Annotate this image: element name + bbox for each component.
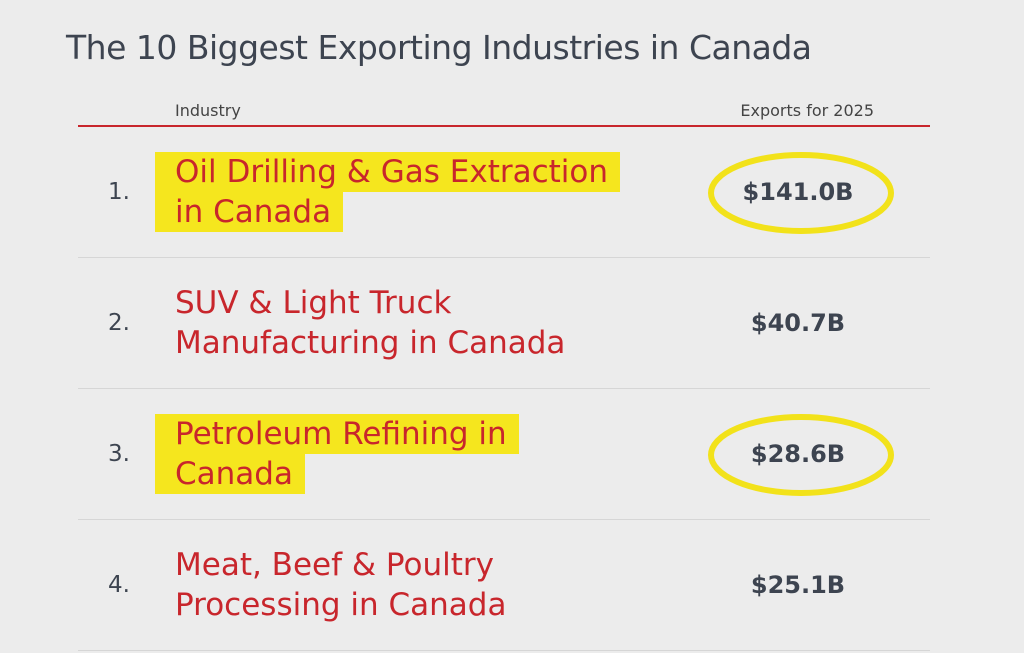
industry-name: Meat, Beef & Poultry Processing in Canada bbox=[175, 545, 518, 625]
table-row: 3. Petroleum Refining in Canada $28.6B bbox=[78, 389, 930, 520]
industry-line: Processing in Canada bbox=[175, 587, 507, 623]
industry-line: SUV & Light Truck bbox=[175, 285, 452, 321]
ring-stroke bbox=[708, 152, 894, 234]
industry-line: Petroleum Refining in bbox=[155, 414, 519, 454]
highlight-ring bbox=[708, 152, 894, 234]
column-header: Industry bbox=[175, 101, 241, 120]
export-value: $40.7B bbox=[750, 309, 846, 337]
rank: 3. bbox=[108, 441, 130, 467]
export-value: $25.1B bbox=[750, 571, 846, 599]
table-row: 1. Oil Drilling & Gas Extraction in Canada… bbox=[78, 127, 930, 258]
rank: 2. bbox=[108, 310, 130, 336]
table-row: 2. SUV & Light Truck Manufacturing in Cana… bbox=[78, 258, 930, 389]
industry-line: in Canada bbox=[155, 192, 344, 232]
industry-name: Petroleum Refining in Canada bbox=[155, 414, 519, 494]
highlight-ring bbox=[708, 414, 894, 496]
table-row: 4. Meat, Beef & Poultry Processing in Cana… bbox=[78, 520, 930, 651]
export-value: $141.0B bbox=[742, 178, 854, 206]
export-value: $28.6B bbox=[750, 440, 846, 468]
column-header: Exports for 2025 bbox=[740, 101, 874, 120]
industry-name: Oil Drilling & Gas Extraction in Canada bbox=[155, 152, 621, 232]
rank: 4. bbox=[108, 572, 130, 598]
industry-line: Meat, Beef & Poultry bbox=[175, 547, 494, 583]
page-title: The 10 Biggest Exporting Industries in C… bbox=[66, 28, 812, 67]
industry-line: Manufacturing in Canada bbox=[175, 325, 566, 361]
industry-line: Oil Drilling & Gas Extraction bbox=[155, 152, 621, 192]
industry-line: Canada bbox=[155, 454, 305, 494]
header-rule bbox=[78, 125, 930, 127]
rank: 1. bbox=[108, 179, 130, 205]
industry-name: SUV & Light Truck Manufacturing in Canada bbox=[175, 283, 577, 363]
ring-stroke bbox=[708, 414, 894, 496]
